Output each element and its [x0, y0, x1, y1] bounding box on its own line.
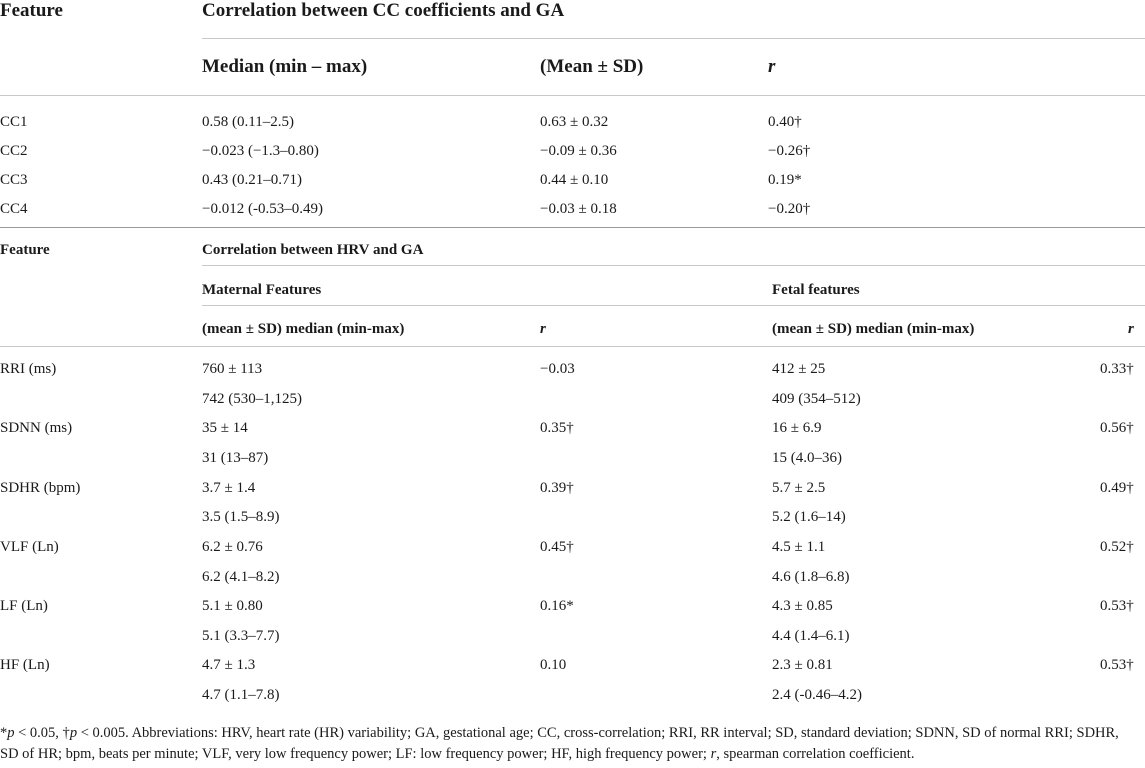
- feature-cell: RRI (ms): [0, 361, 57, 377]
- maternal-mean-cell: 5.1 ± 0.80: [202, 598, 263, 614]
- maternal-median-cell: 3.5 (1.5–8.9): [202, 509, 280, 525]
- fetal-r-cell: 0.52†: [1100, 539, 1134, 555]
- section1-col-r: r: [768, 56, 776, 77]
- section1-col-mean: (Mean ± SD): [540, 56, 644, 77]
- maternal-r-cell: 0.39†: [540, 480, 574, 496]
- maternal-mean-cell: 35 ± 14: [202, 420, 248, 436]
- maternal-stats-header: (mean ± SD) median (min-max): [202, 321, 405, 337]
- feature-cell: CC2: [0, 143, 28, 159]
- fetal-mean-cell: 4.5 ± 1.1: [772, 539, 826, 555]
- maternal-r-cell: 0.16*: [540, 598, 574, 614]
- fetal-r-cell: 0.53†: [1100, 598, 1134, 614]
- fetal-median-cell: 409 (354–512): [772, 391, 861, 407]
- feature-cell: HF (Ln): [0, 657, 50, 673]
- maternal-features-label: Maternal Features: [202, 282, 322, 298]
- footnote-p1-text: < 0.05, †: [14, 725, 70, 741]
- footnote-abbreviations: < 0.005. Abbreviations: HRV, heart rate …: [0, 725, 1119, 762]
- section1-col-median: Median (min – max): [202, 56, 368, 77]
- mean-cell: 0.63 ± 0.32: [540, 114, 609, 130]
- fetal-mean-cell: 5.7 ± 2.5: [772, 480, 826, 496]
- maternal-median-cell: 6.2 (4.1–8.2): [202, 569, 280, 585]
- maternal-r-cell: 0.45†: [540, 539, 574, 555]
- fetal-r-cell: 0.49†: [1100, 480, 1134, 496]
- median-cell: −0.012 (-0.53–0.49): [202, 201, 323, 217]
- feature-cell: CC3: [0, 172, 28, 188]
- fetal-mean-cell: 412 ± 25: [772, 361, 826, 377]
- r-cell: 0.40†: [768, 114, 802, 130]
- section2-title: Correlation between HRV and GA: [202, 242, 424, 258]
- r-cell: −0.20†: [768, 201, 811, 217]
- maternal-median-cell: 31 (13–87): [202, 450, 269, 466]
- fetal-median-cell: 15 (4.0–36): [772, 450, 842, 466]
- mean-cell: −0.09 ± 0.36: [540, 143, 617, 159]
- feature-cell: CC4: [0, 201, 28, 217]
- feature-cell: SDHR (bpm): [0, 480, 81, 496]
- maternal-r-cell: 0.35†: [540, 420, 574, 436]
- footnote-p2-var: p: [69, 725, 78, 741]
- fetal-median-cell: 5.2 (1.6–14): [772, 509, 846, 525]
- section2-feature-header: Feature: [0, 242, 50, 258]
- section2-title-divider: [202, 265, 1145, 266]
- r-cell: 0.19*: [768, 172, 802, 188]
- footnote-p-var: p: [7, 725, 15, 741]
- fetal-median-cell: 2.4 (-0.46–4.2): [772, 687, 862, 703]
- mean-cell: 0.44 ± 0.10: [540, 172, 609, 188]
- median-cell: −0.023 (−1.3–0.80): [202, 143, 319, 159]
- fetal-r-cell: 0.33†: [1100, 361, 1134, 377]
- maternal-r-cell: 0.10: [540, 657, 567, 673]
- fetal-mean-cell: 2.3 ± 0.81: [772, 657, 833, 673]
- footnote-r-text: , spearman correlation coefficient.: [716, 746, 915, 762]
- median-cell: 0.43 (0.21–0.71): [202, 172, 302, 188]
- section1-feature-header: Feature: [0, 0, 63, 21]
- maternal-median-cell: 742 (530–1,125): [202, 391, 302, 407]
- section2-header-divider: [0, 346, 1145, 347]
- fetal-r-cell: 0.56†: [1100, 420, 1134, 436]
- maternal-mean-cell: 6.2 ± 0.76: [202, 539, 263, 555]
- section1-title-divider: [202, 38, 1145, 39]
- maternal-r-cell: −0.03: [540, 361, 575, 377]
- fetal-mean-cell: 16 ± 6.9: [772, 420, 822, 436]
- fetal-mean-cell: 4.3 ± 0.85: [772, 598, 833, 614]
- section1-title: Correlation between CC coefficients and …: [202, 0, 565, 21]
- fetal-r-header: r: [1128, 321, 1134, 337]
- fetal-median-cell: 4.6 (1.8–6.8): [772, 569, 850, 585]
- maternal-mean-cell: 4.7 ± 1.3: [202, 657, 256, 673]
- feature-cell: SDNN (ms): [0, 420, 73, 436]
- fetal-median-cell: 4.4 (1.4–6.1): [772, 628, 850, 644]
- r-cell: −0.26†: [768, 143, 811, 159]
- table-footnote: *p < 0.05, †p < 0.005. Abbreviations: HR…: [0, 723, 1140, 765]
- median-cell: 0.58 (0.11–2.5): [202, 114, 294, 130]
- section-divider: [0, 227, 1145, 228]
- footnote-r-var: r: [710, 746, 717, 762]
- footnote-star: *: [0, 725, 8, 741]
- maternal-median-cell: 5.1 (3.3–7.7): [202, 628, 280, 644]
- fetal-features-label: Fetal features: [772, 282, 860, 298]
- section1-header-divider: [0, 95, 1145, 96]
- maternal-median-cell: 4.7 (1.1–7.8): [202, 687, 280, 703]
- maternal-mean-cell: 3.7 ± 1.4: [202, 480, 256, 496]
- fetal-stats-header: (mean ± SD) median (min-max): [772, 321, 975, 337]
- feature-cell: LF (Ln): [0, 598, 48, 614]
- fetal-r-cell: 0.53†: [1100, 657, 1134, 673]
- section2-group-divider: [202, 305, 1145, 306]
- feature-cell: CC1: [0, 114, 28, 130]
- maternal-mean-cell: 760 ± 113: [202, 361, 263, 377]
- maternal-r-header: r: [540, 321, 546, 337]
- mean-cell: −0.03 ± 0.18: [540, 201, 617, 217]
- feature-cell: VLF (Ln): [0, 539, 59, 555]
